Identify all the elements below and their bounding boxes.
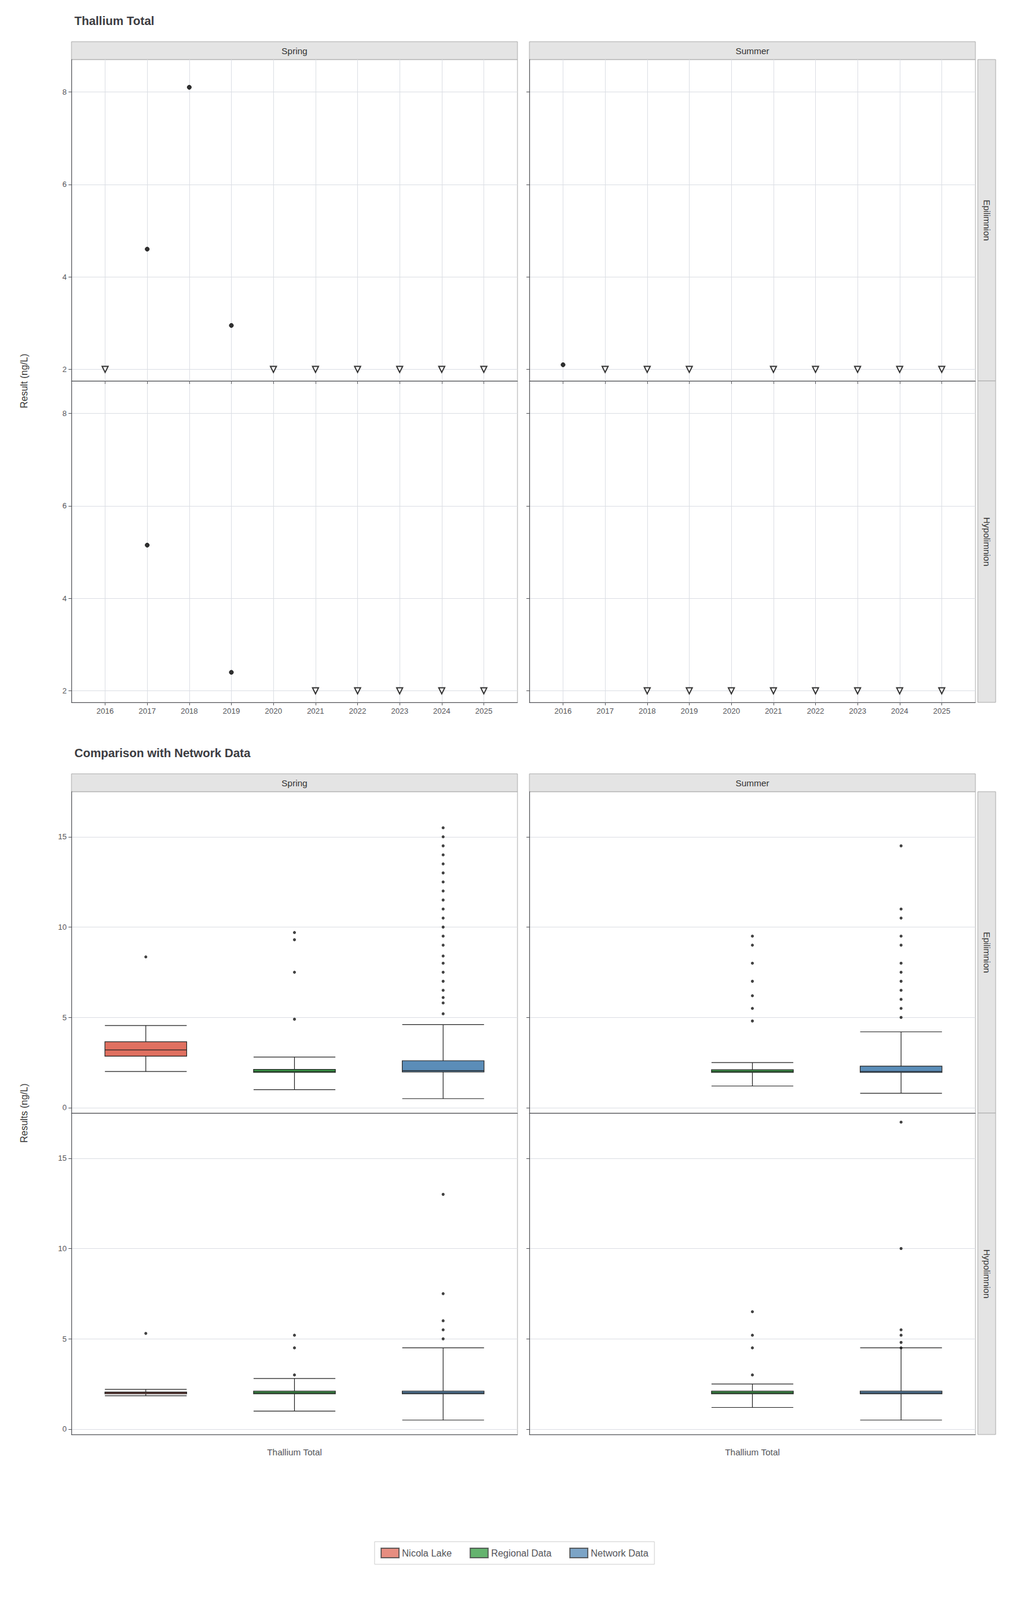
svg-text:Results (ng/L): Results (ng/L): [19, 1083, 30, 1144]
svg-text:2020: 2020: [264, 706, 283, 716]
svg-text:2: 2: [62, 365, 67, 374]
svg-text:Hypolimnion: Hypolimnion: [981, 1249, 993, 1300]
svg-text:2023: 2023: [849, 706, 867, 716]
svg-text:10: 10: [58, 923, 67, 932]
svg-text:2019: 2019: [222, 706, 240, 716]
svg-text:8: 8: [62, 87, 67, 97]
svg-text:2019: 2019: [680, 706, 698, 716]
svg-text:4: 4: [62, 594, 67, 604]
svg-text:Epilimnion: Epilimnion: [981, 199, 993, 241]
svg-text:2024: 2024: [432, 706, 451, 716]
svg-text:Result (ng/L): Result (ng/L): [19, 353, 30, 409]
svg-text:2016: 2016: [96, 706, 114, 716]
svg-text:0: 0: [62, 1103, 67, 1113]
svg-text:Spring: Spring: [281, 778, 308, 789]
svg-text:2022: 2022: [348, 706, 367, 716]
svg-text:Thallium Total: Thallium Total: [724, 1447, 780, 1458]
svg-text:15: 15: [58, 1154, 67, 1163]
svg-text:2017: 2017: [138, 706, 157, 716]
svg-text:Summer: Summer: [735, 45, 770, 56]
svg-text:8: 8: [62, 409, 67, 419]
svg-text:2021: 2021: [306, 706, 324, 716]
svg-text:2020: 2020: [722, 706, 741, 716]
svg-text:6: 6: [62, 501, 67, 511]
svg-text:Comparison with Network Data: Comparison with Network Data: [74, 746, 251, 760]
svg-text:Regional Data: Regional Data: [491, 1548, 553, 1559]
svg-text:Epilimnion: Epilimnion: [981, 931, 993, 974]
svg-text:2016: 2016: [554, 706, 572, 716]
svg-text:2021: 2021: [764, 706, 782, 716]
svg-text:0: 0: [62, 1424, 67, 1434]
svg-text:Thallium Total: Thallium Total: [266, 1447, 322, 1458]
svg-text:Nicola Lake: Nicola Lake: [401, 1548, 452, 1559]
svg-text:2025: 2025: [475, 706, 493, 716]
svg-text:4: 4: [62, 272, 67, 282]
svg-text:5: 5: [62, 1013, 67, 1023]
svg-text:Spring: Spring: [281, 45, 308, 56]
svg-text:2023: 2023: [391, 706, 409, 716]
svg-text:2018: 2018: [180, 706, 198, 716]
svg-text:2022: 2022: [806, 706, 825, 716]
svg-text:2: 2: [62, 686, 67, 696]
svg-text:5: 5: [62, 1335, 67, 1345]
svg-text:2017: 2017: [596, 706, 614, 716]
svg-text:6: 6: [62, 179, 67, 189]
svg-text:2024: 2024: [890, 706, 909, 716]
svg-text:Hypolimnion: Hypolimnion: [981, 517, 993, 567]
svg-text:2025: 2025: [933, 706, 951, 716]
svg-text:2018: 2018: [638, 706, 656, 716]
svg-text:10: 10: [58, 1244, 67, 1254]
svg-text:Summer: Summer: [735, 778, 770, 789]
svg-text:Network Data: Network Data: [590, 1548, 649, 1559]
svg-text:Thallium Total: Thallium Total: [74, 14, 155, 28]
svg-text:15: 15: [58, 832, 67, 842]
